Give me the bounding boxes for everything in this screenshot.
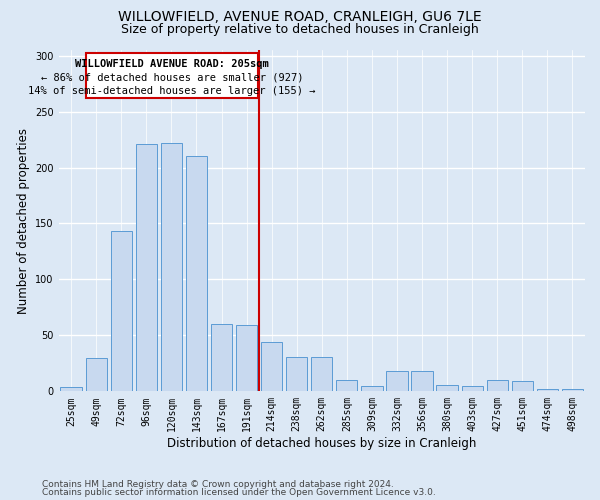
Bar — [461, 386, 483, 392]
Bar — [86, 358, 107, 392]
Bar — [361, 386, 383, 392]
Text: 14% of semi-detached houses are larger (155) →: 14% of semi-detached houses are larger (… — [28, 86, 316, 96]
Bar — [261, 342, 282, 392]
Bar — [311, 356, 332, 392]
FancyBboxPatch shape — [86, 54, 258, 98]
Bar — [487, 380, 508, 392]
Bar — [562, 389, 583, 392]
Bar — [336, 380, 358, 392]
Bar — [286, 356, 307, 392]
Bar — [186, 156, 207, 392]
Text: Contains public sector information licensed under the Open Government Licence v3: Contains public sector information licen… — [42, 488, 436, 497]
Text: Contains HM Land Registry data © Crown copyright and database right 2024.: Contains HM Land Registry data © Crown c… — [42, 480, 394, 489]
Text: WILLOWFIELD AVENUE ROAD: 205sqm: WILLOWFIELD AVENUE ROAD: 205sqm — [75, 59, 269, 69]
Bar — [436, 384, 458, 392]
Bar — [236, 326, 257, 392]
Text: ← 86% of detached houses are smaller (927): ← 86% of detached houses are smaller (92… — [41, 72, 303, 83]
Bar — [211, 324, 232, 392]
Bar — [512, 382, 533, 392]
Bar — [161, 143, 182, 392]
Text: WILLOWFIELD, AVENUE ROAD, CRANLEIGH, GU6 7LE: WILLOWFIELD, AVENUE ROAD, CRANLEIGH, GU6… — [118, 10, 482, 24]
X-axis label: Distribution of detached houses by size in Cranleigh: Distribution of detached houses by size … — [167, 437, 476, 450]
Bar — [412, 371, 433, 392]
Bar — [110, 232, 132, 392]
Bar — [61, 387, 82, 392]
Bar — [386, 371, 407, 392]
Text: Size of property relative to detached houses in Cranleigh: Size of property relative to detached ho… — [121, 22, 479, 36]
Bar — [136, 144, 157, 392]
Bar — [537, 389, 558, 392]
Y-axis label: Number of detached properties: Number of detached properties — [17, 128, 29, 314]
